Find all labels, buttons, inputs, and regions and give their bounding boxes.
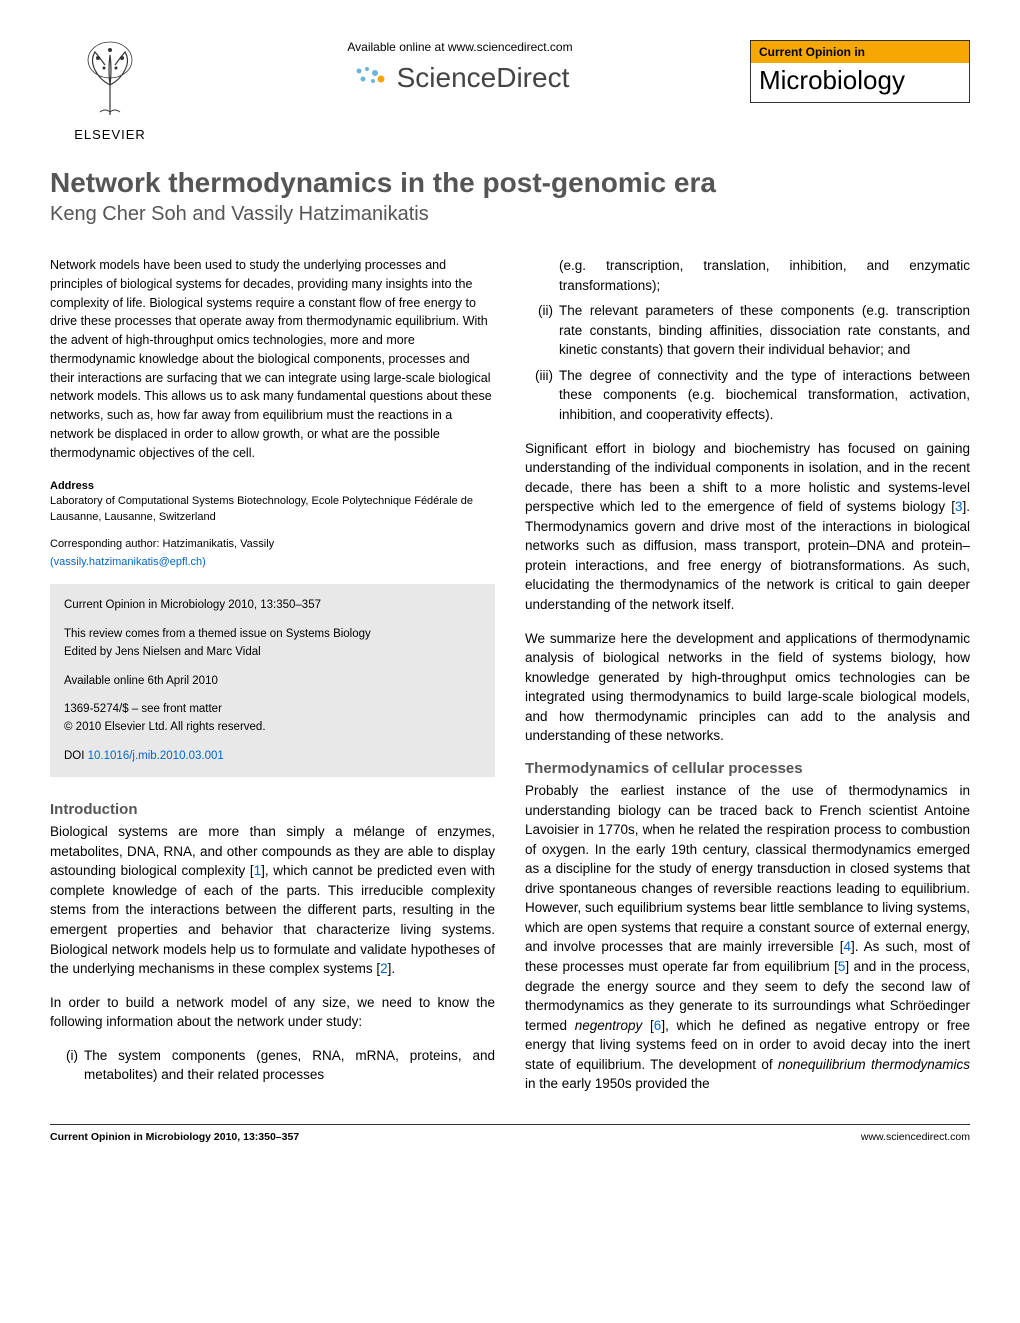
list-marker: (i)	[50, 1046, 84, 1085]
list-content: The system components (genes, RNA, mRNA,…	[84, 1046, 495, 1085]
ref-link-2[interactable]: 2	[380, 961, 388, 976]
intro-paragraph-2: In order to build a network model of any…	[50, 993, 495, 1032]
sciencedirect-text: ScienceDirect	[397, 62, 570, 93]
page-header: ELSEVIER Available online at www.science…	[50, 40, 970, 142]
paragraph-3: Significant effort in biology and bioche…	[525, 439, 970, 615]
online-date: Available online 6th April 2010	[64, 672, 481, 690]
list-item-i-cont: (e.g. transcription, translation, inhibi…	[525, 256, 970, 295]
abstract-text: Network models have been used to study t…	[50, 256, 495, 462]
list-marker: (iii)	[525, 366, 559, 425]
corresponding-email-link[interactable]: (vassily.hatzimanikatis@epfl.ch)	[50, 556, 495, 568]
thermo-paragraph-1: Probably the earliest instance of the us…	[525, 781, 970, 1094]
journal-box: Current Opinion in Microbiology	[750, 40, 970, 103]
issn-copyright: 1369-5274/$ – see front matter © 2010 El…	[64, 700, 481, 737]
corresponding-author: Corresponding author: Hatzimanikatis, Va…	[50, 537, 495, 552]
list-content: The degree of connectivity and the type …	[559, 366, 970, 425]
doi-line: DOI 10.1016/j.mib.2010.03.001	[64, 747, 481, 765]
citation-line: Current Opinion in Microbiology 2010, 13…	[64, 596, 481, 614]
nonequil-term: nonequilibrium thermodynamics	[778, 1057, 970, 1072]
available-online-text: Available online at www.sciencedirect.co…	[170, 40, 750, 54]
elsevier-label: ELSEVIER	[50, 127, 170, 142]
paragraph-4: We summarize here the development and ap…	[525, 629, 970, 746]
left-column: Network models have been used to study t…	[50, 256, 495, 1094]
article-title: Network thermodynamics in the post-genom…	[50, 167, 970, 199]
ref-link-4[interactable]: 4	[843, 939, 851, 954]
address-label: Address	[50, 480, 495, 492]
list-item-ii: (ii) The relevant parameters of these co…	[525, 301, 970, 360]
citation-info-box: Current Opinion in Microbiology 2010, 13…	[50, 584, 495, 777]
two-column-layout: Network models have been used to study t…	[50, 256, 970, 1094]
list-item-iii: (iii) The degree of connectivity and the…	[525, 366, 970, 425]
list-content: (e.g. transcription, translation, inhibi…	[559, 256, 970, 295]
center-branding: Available online at www.sciencedirect.co…	[170, 40, 750, 96]
sciencedirect-icon	[351, 64, 391, 96]
sciencedirect-brand: ScienceDirect	[170, 62, 750, 96]
journal-name: Microbiology	[751, 63, 969, 102]
intro-paragraph-1: Biological systems are more than simply …	[50, 822, 495, 979]
ref-link-1[interactable]: 1	[254, 863, 262, 878]
doi-link[interactable]: 10.1016/j.mib.2010.03.001	[88, 750, 224, 762]
footer-right: www.sciencedirect.com	[861, 1131, 970, 1143]
theme-info: This review comes from a themed issue on…	[64, 625, 481, 662]
journal-top-label: Current Opinion in	[751, 41, 969, 63]
article-authors: Keng Cher Soh and Vassily Hatzimanikatis	[50, 203, 970, 226]
roman-list-cont: (e.g. transcription, translation, inhibi…	[525, 256, 970, 425]
footer-left: Current Opinion in Microbiology 2010, 13…	[50, 1131, 299, 1143]
negentropy-term: negentropy	[575, 1018, 643, 1033]
page-footer: Current Opinion in Microbiology 2010, 13…	[50, 1124, 970, 1143]
introduction-heading: Introduction	[50, 801, 495, 818]
roman-list: (i) The system components (genes, RNA, m…	[50, 1046, 495, 1085]
right-column: (e.g. transcription, translation, inhibi…	[525, 256, 970, 1094]
elsevier-tree-icon	[70, 40, 150, 120]
address-text: Laboratory of Computational Systems Biot…	[50, 494, 495, 525]
list-item-i: (i) The system components (genes, RNA, m…	[50, 1046, 495, 1085]
elsevier-logo-block: ELSEVIER	[50, 40, 170, 142]
thermo-heading: Thermodynamics of cellular processes	[525, 760, 970, 777]
list-content: The relevant parameters of these compone…	[559, 301, 970, 360]
list-marker: (ii)	[525, 301, 559, 360]
